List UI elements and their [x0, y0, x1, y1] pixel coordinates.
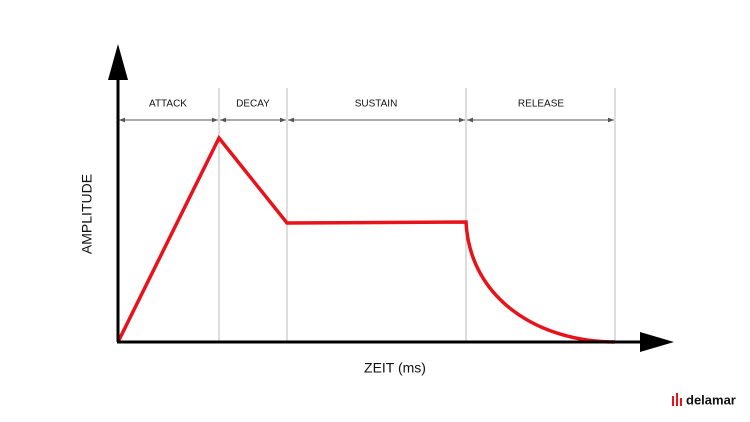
envelope-curve — [116, 134, 616, 344]
phase-label: SUSTAIN — [355, 99, 398, 110]
phase-label: DECAY — [236, 99, 270, 110]
y-axis-label: AMPLITUDE — [79, 174, 95, 254]
logo-text: delamar — [686, 392, 736, 407]
phase-label: RELEASE — [518, 99, 564, 110]
phase-label: ATTACK — [149, 99, 187, 110]
phase-guides — [218, 88, 616, 342]
x-axis-arrow — [640, 332, 674, 352]
y-axis-arrow — [108, 44, 128, 80]
x-axis-label: ZEIT (ms) — [364, 360, 426, 376]
logo-icon — [672, 393, 682, 406]
